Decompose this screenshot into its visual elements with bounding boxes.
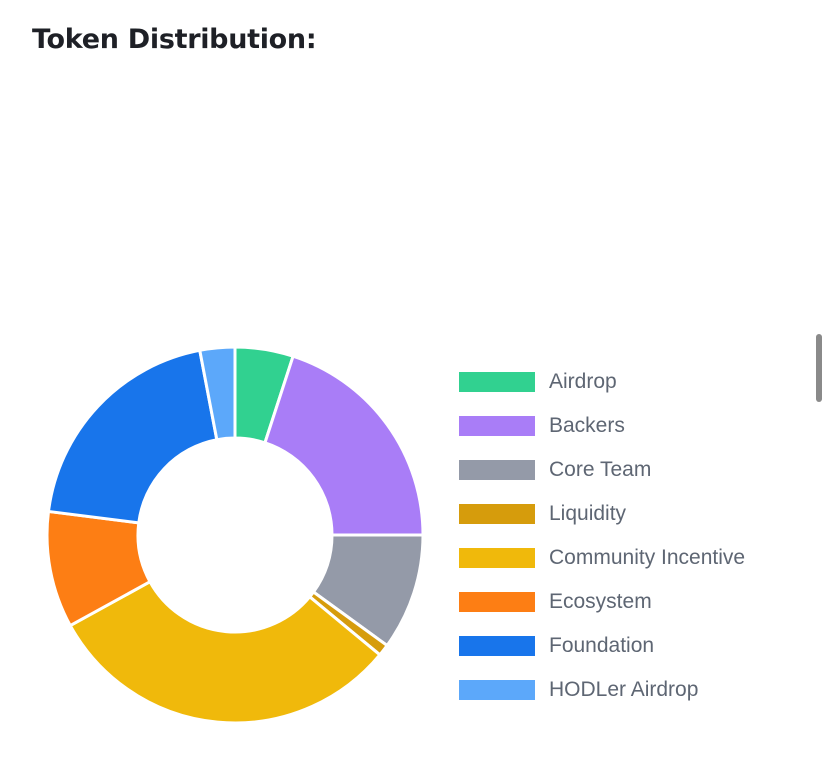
- legend-label: Foundation: [549, 634, 655, 657]
- legend-item-airdrop[interactable]: Airdrop: [459, 360, 745, 404]
- donut-slices: [45, 345, 425, 725]
- legend-swatch: [459, 548, 535, 568]
- legend-label: Core Team: [549, 458, 652, 481]
- legend-swatch: [459, 416, 535, 436]
- legend-label: Backers: [549, 414, 625, 437]
- legend-swatch: [459, 372, 535, 392]
- legend-item-hodler-airdrop[interactable]: HODLer Airdrop: [459, 668, 745, 712]
- slice-backers[interactable]: [263, 354, 425, 537]
- legend-label: Ecosystem: [549, 590, 652, 613]
- page-title: Token Distribution:: [32, 24, 317, 55]
- legend-label: HODLer Airdrop: [549, 678, 699, 701]
- slice-foundation[interactable]: [46, 348, 219, 525]
- legend-swatch: [459, 680, 535, 700]
- legend-item-ecosystem[interactable]: Ecosystem: [459, 580, 745, 624]
- legend-swatch: [459, 504, 535, 524]
- slice-community-incentive[interactable]: [68, 580, 382, 725]
- legend-label: Community Incentive: [549, 546, 746, 569]
- legend-item-community-incentive[interactable]: Community Incentive: [459, 536, 745, 580]
- legend-label: Liquidity: [549, 502, 627, 525]
- slice-hodler-airdrop[interactable]: [198, 345, 237, 442]
- legend-swatch: [459, 636, 535, 656]
- chart-legend: Airdrop Backers Core Team Liquidity Communit…: [459, 360, 745, 712]
- legend-item-foundation[interactable]: Foundation: [459, 624, 745, 668]
- legend-label: Airdrop: [549, 370, 617, 393]
- legend-swatch: [459, 592, 535, 612]
- legend-item-core-team[interactable]: Core Team: [459, 448, 745, 492]
- legend-item-backers[interactable]: Backers: [459, 404, 745, 448]
- scrollbar-thumb[interactable]: [816, 334, 822, 402]
- legend-swatch: [459, 460, 535, 480]
- legend-item-liquidity[interactable]: Liquidity: [459, 492, 745, 536]
